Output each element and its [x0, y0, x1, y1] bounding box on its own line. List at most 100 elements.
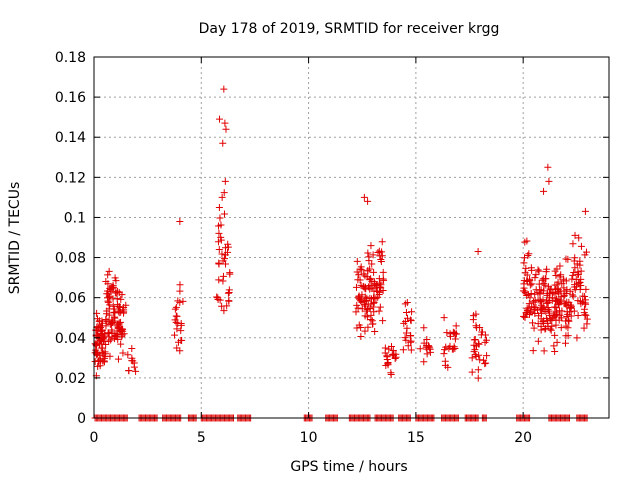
data-point	[403, 324, 411, 332]
data-point	[552, 271, 560, 279]
data-point	[469, 316, 477, 324]
data-point	[539, 296, 547, 304]
data-point	[525, 310, 533, 318]
data-point	[569, 292, 577, 300]
data-point	[567, 304, 575, 312]
data-point	[554, 301, 562, 309]
data-point	[358, 305, 366, 313]
data-point	[117, 295, 125, 303]
data-point	[176, 281, 184, 289]
data-point	[113, 330, 121, 338]
data-point	[111, 330, 119, 338]
data-point	[531, 274, 539, 282]
y-tick-label: 0.02	[55, 371, 86, 387]
data-point	[543, 291, 551, 299]
data-point	[535, 280, 543, 288]
data-point	[108, 283, 116, 291]
data-point	[361, 293, 369, 301]
data-point	[173, 325, 181, 333]
data-point	[214, 238, 222, 246]
data-point	[554, 278, 562, 286]
data-point	[576, 279, 584, 287]
data-point	[379, 317, 387, 325]
data-point	[364, 197, 372, 205]
data-point	[224, 248, 232, 256]
data-point	[530, 324, 538, 332]
data-point	[385, 345, 393, 353]
data-point	[102, 340, 110, 348]
data-point	[564, 310, 572, 318]
data-point	[215, 229, 223, 237]
data-point	[580, 324, 588, 332]
data-point	[100, 357, 108, 365]
data-point	[115, 289, 123, 297]
data-point	[371, 327, 379, 335]
data-point	[540, 187, 548, 195]
data-point	[111, 314, 119, 322]
data-point	[553, 338, 561, 346]
data-point	[128, 344, 136, 352]
data-point	[102, 315, 110, 323]
data-point	[441, 361, 449, 369]
data-point	[172, 312, 180, 320]
data-point	[575, 234, 583, 242]
data-point	[527, 289, 535, 297]
y-tick-label: 0.16	[55, 90, 86, 106]
data-point	[556, 262, 564, 270]
data-point	[474, 374, 482, 382]
data-point	[581, 251, 589, 259]
data-point	[528, 280, 536, 288]
data-point	[358, 298, 366, 306]
data-point	[378, 248, 386, 256]
data-point	[105, 267, 113, 275]
data-point	[564, 332, 572, 340]
data-point	[553, 265, 561, 273]
data-point	[545, 177, 553, 185]
data-point	[520, 259, 528, 267]
data-point	[352, 283, 360, 291]
data-point	[564, 316, 572, 324]
data-point	[521, 238, 529, 246]
data-point	[114, 287, 122, 295]
data-point	[425, 344, 433, 352]
data-point	[564, 255, 572, 263]
data-point	[522, 264, 530, 272]
y-tick-label: 0.1	[64, 210, 86, 226]
data-point	[407, 317, 415, 325]
data-point	[574, 297, 582, 305]
data-point	[481, 331, 489, 339]
data-point	[474, 248, 482, 256]
data-point	[224, 243, 232, 251]
data-point	[478, 328, 486, 336]
data-point	[117, 318, 125, 326]
data-point	[217, 233, 225, 241]
data-point	[106, 352, 114, 360]
data-point	[521, 287, 529, 295]
data-point	[563, 286, 571, 294]
data-point	[215, 260, 223, 268]
data-point	[391, 354, 399, 362]
grid-lines	[94, 57, 609, 418]
data-point	[403, 299, 411, 307]
data-point	[475, 340, 483, 348]
data-point	[561, 339, 569, 347]
data-point	[542, 324, 550, 332]
data-point	[532, 303, 540, 311]
data-point	[564, 324, 572, 332]
data-point	[171, 331, 179, 339]
data-point	[547, 326, 555, 334]
data-point	[582, 285, 590, 293]
data-point	[224, 289, 232, 297]
data-point	[369, 320, 377, 328]
data-point	[107, 319, 115, 327]
data-point	[352, 308, 360, 316]
y-tick-label: 0.08	[55, 251, 86, 267]
data-point	[571, 231, 579, 239]
data-point	[451, 335, 459, 343]
data-point	[468, 368, 476, 376]
data-point	[364, 249, 372, 257]
data-point	[471, 335, 479, 343]
data-point	[548, 294, 556, 302]
data-point	[472, 322, 480, 330]
data-point	[220, 307, 228, 315]
